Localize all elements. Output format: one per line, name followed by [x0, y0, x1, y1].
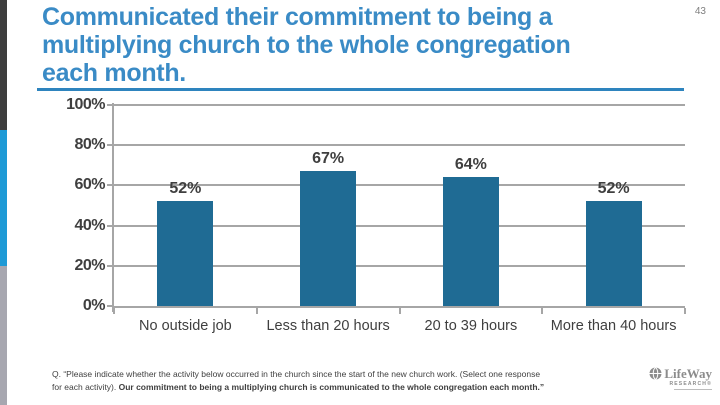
x-axis-tick [398, 308, 401, 314]
bar-value-label: 52% [597, 180, 630, 198]
footnote-line-2: for each activity). Our commitment to be… [52, 381, 642, 394]
x-axis-line [112, 306, 685, 308]
slide-title-line-2: multiplying church to the whole congrega… [42, 31, 571, 59]
footnote-line-2-bold: Our commitment to being a multiplying ch… [118, 382, 545, 392]
y-axis-tick [107, 305, 114, 307]
bar-value-label: 52% [169, 180, 202, 198]
slide-title-line-1: Communicated their commitment to being a [42, 3, 553, 31]
lifeway-globe-icon [649, 367, 662, 385]
bar-3 [442, 177, 499, 306]
lifeway-research-logo: LifeWay RESEARCH® [649, 367, 712, 390]
gridline [114, 104, 685, 106]
x-category-label: No outside job [139, 318, 232, 334]
bar-value-label: 64% [454, 156, 487, 174]
x-category-label: Less than 20 hours [266, 318, 390, 334]
y-axis-tick [107, 144, 114, 147]
gridline [114, 144, 685, 147]
y-axis-label: 60% [74, 176, 105, 194]
x-category-label: More than 40 hours [550, 318, 677, 334]
accent-strip-dark [0, 0, 7, 130]
y-axis-label: 80% [74, 136, 105, 154]
x-axis-tick [684, 308, 686, 314]
footnote-line-2-regular: for each activity). [52, 382, 119, 392]
footnote: Q. “Please indicate whether the activity… [52, 368, 642, 394]
x-category-label: 20 to 39 hours [424, 318, 518, 334]
slide-title: Communicated their commitment to being a… [42, 3, 687, 87]
y-axis-label: 100% [66, 96, 105, 113]
bar-value-label: 67% [312, 150, 345, 168]
title-divider [37, 88, 684, 91]
logo-text: LifeWay RESEARCH® [664, 367, 712, 390]
bar-2 [300, 171, 357, 306]
y-axis-line [112, 103, 114, 312]
x-axis-tick [255, 308, 258, 314]
slide-title-line-3: each month. [42, 59, 186, 87]
y-axis-tick [107, 224, 114, 227]
y-axis-label: 40% [74, 216, 105, 234]
y-axis-label: 20% [74, 256, 105, 274]
bar-4 [585, 201, 642, 306]
logo-subtitle: RESEARCH® [669, 381, 712, 387]
footnote-line-1: Q. “Please indicate whether the activity… [52, 369, 541, 379]
logo-brand: LifeWay [664, 366, 712, 381]
gridline [114, 224, 685, 227]
y-axis-label: 0% [82, 297, 106, 314]
gridline [114, 184, 685, 187]
logo-tagline-line [674, 389, 712, 390]
bar-1 [157, 201, 214, 306]
x-axis-tick [541, 308, 544, 314]
page-number: 43 [694, 6, 706, 17]
accent-strip-gray [0, 266, 7, 405]
x-axis-tick [113, 308, 115, 314]
y-axis-tick [107, 104, 114, 106]
y-axis-tick [107, 264, 114, 267]
gridline [114, 264, 685, 267]
y-axis-tick [107, 184, 114, 187]
accent-strip-blue [0, 130, 7, 266]
